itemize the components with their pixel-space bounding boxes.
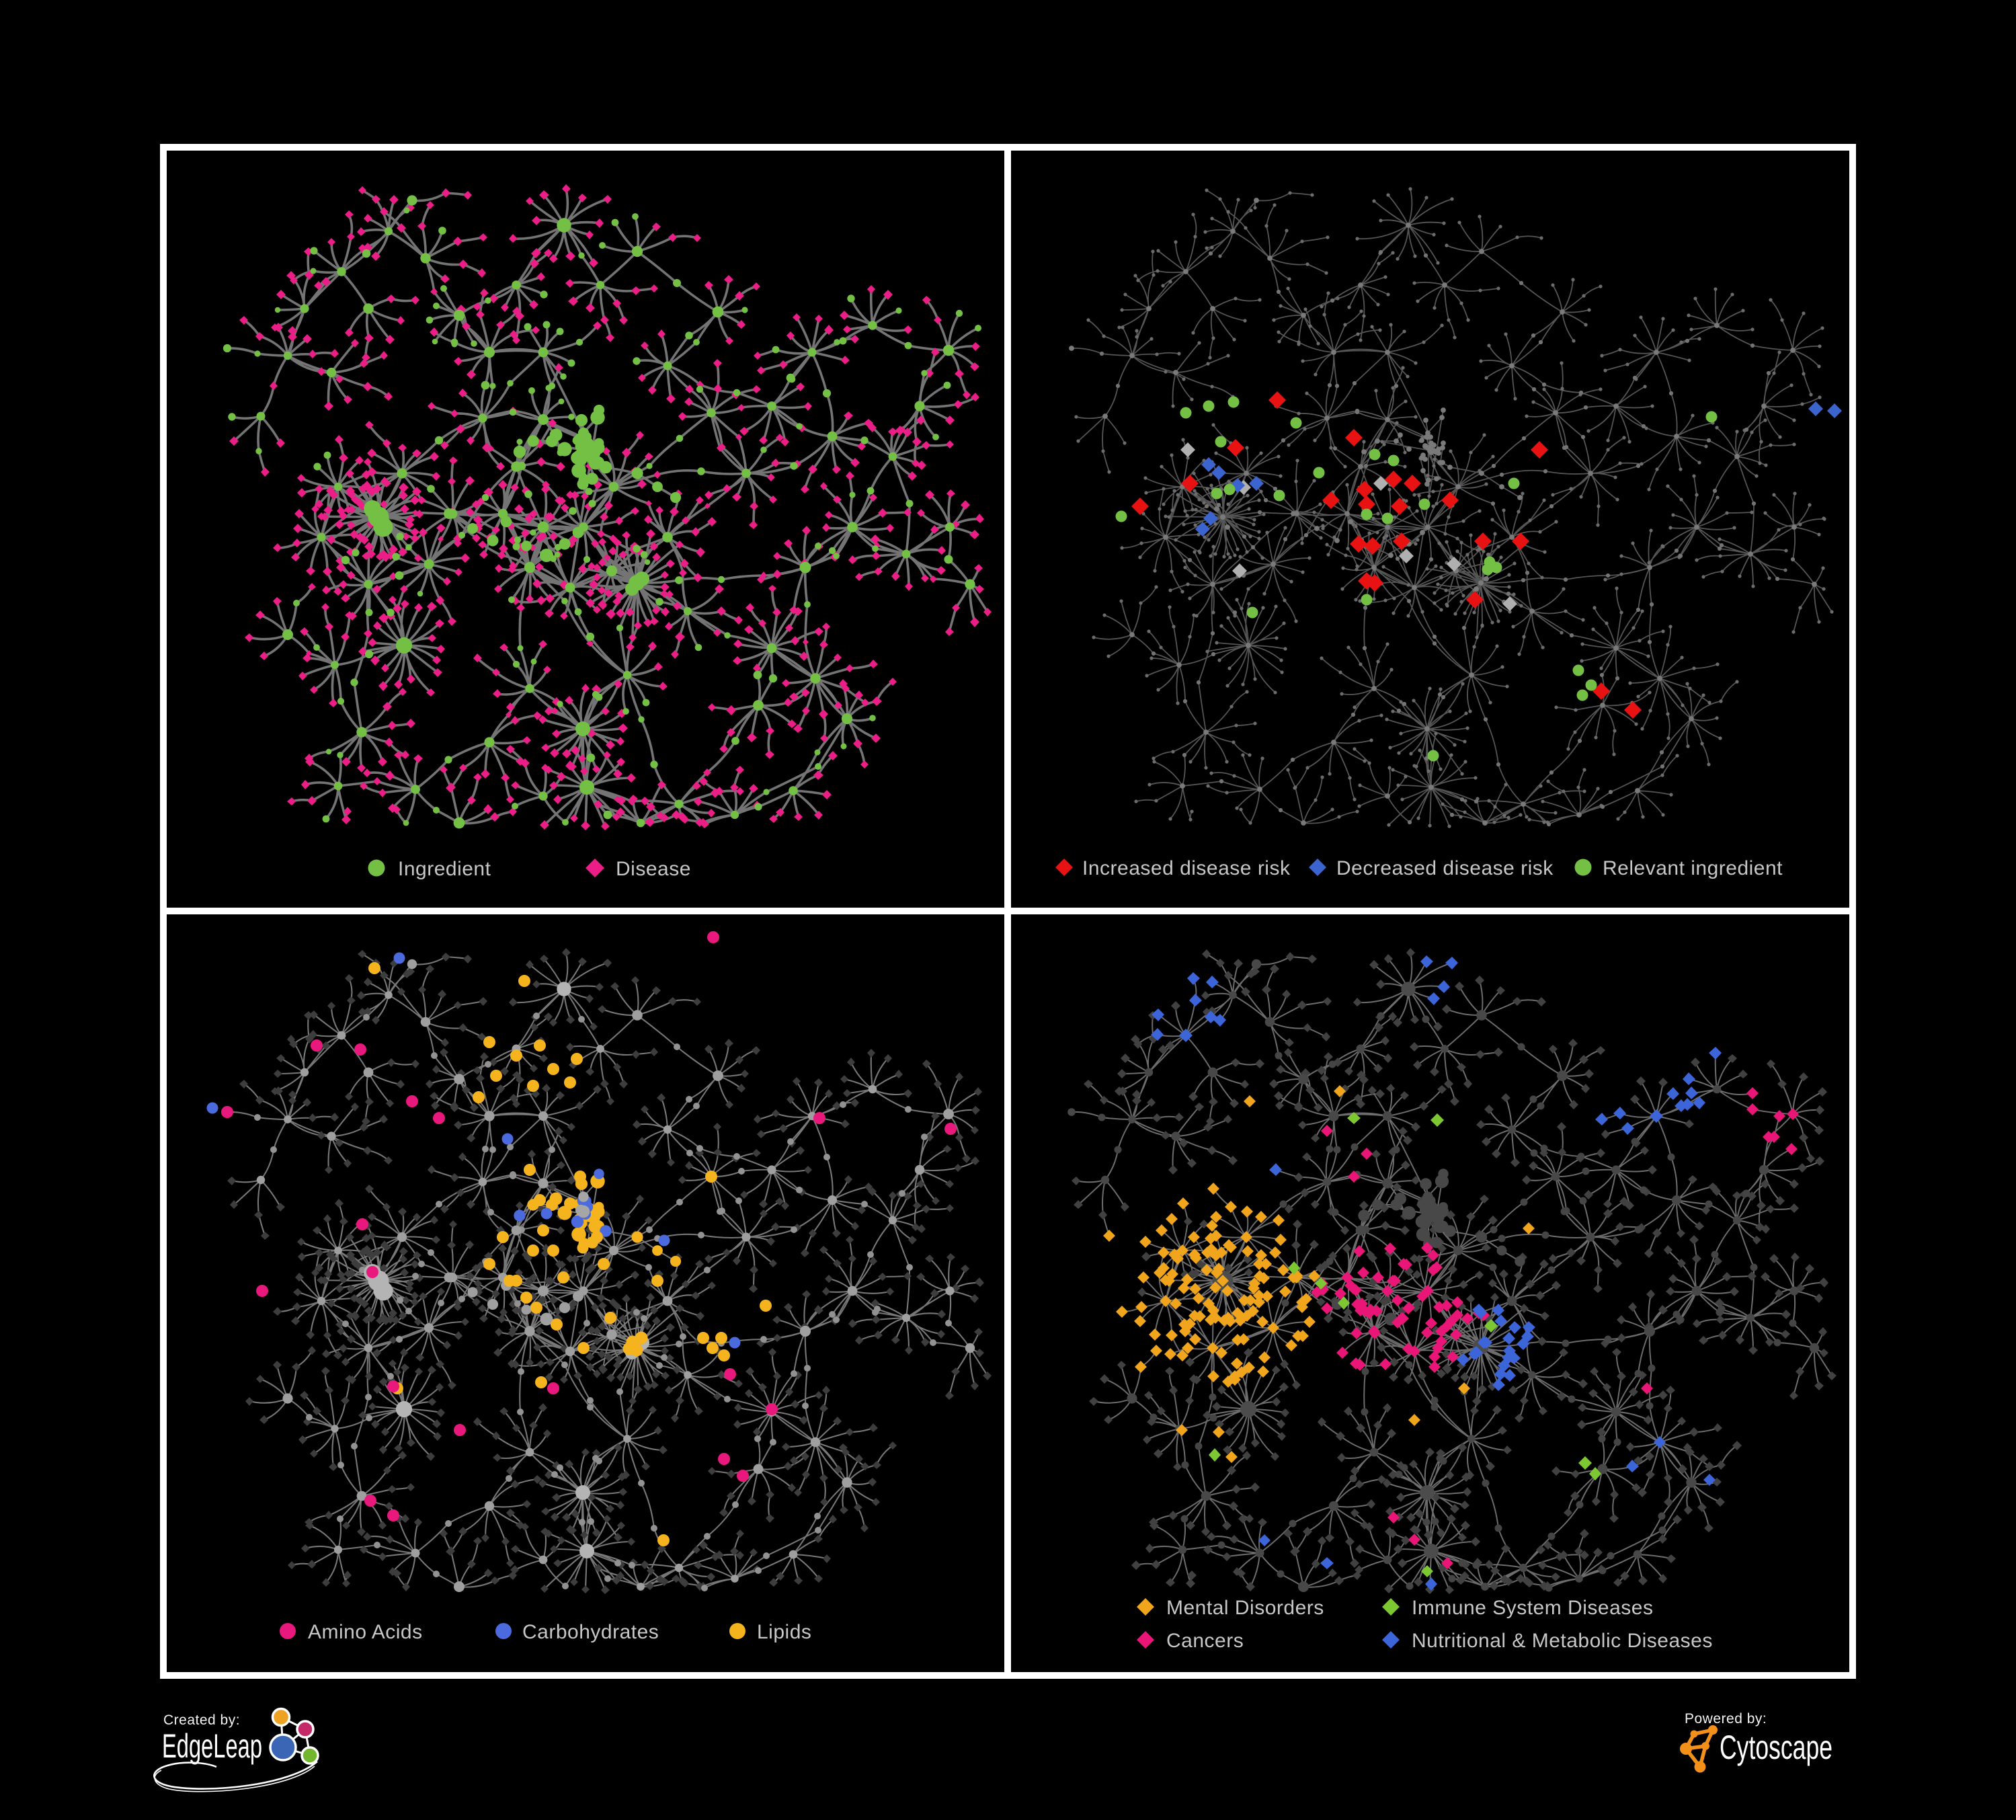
svg-text:Cancers: Cancers xyxy=(1166,1630,1244,1652)
svg-text:Created by:: Created by: xyxy=(163,1712,240,1728)
svg-text:Increased disease risk: Increased disease risk xyxy=(1082,857,1291,879)
svg-text:Decreased disease risk: Decreased disease risk xyxy=(1336,857,1554,879)
svg-text:Amino Acids: Amino Acids xyxy=(308,1621,423,1643)
svg-text:Cytoscape: Cytoscape xyxy=(1720,1729,1832,1766)
svg-text:Powered by:: Powered by: xyxy=(1685,1711,1767,1727)
svg-text:Ingredient: Ingredient xyxy=(398,858,491,880)
svg-text:EdgeLeap: EdgeLeap xyxy=(162,1727,262,1765)
svg-text:Carbohydrates: Carbohydrates xyxy=(522,1621,659,1643)
svg-text:Lipids: Lipids xyxy=(757,1621,811,1643)
svg-text:Disease: Disease xyxy=(616,858,691,880)
svg-text:Immune System Diseases: Immune System Diseases xyxy=(1412,1597,1653,1619)
svg-text:Relevant ingredient: Relevant ingredient xyxy=(1603,857,1783,879)
svg-text:Mental Disorders: Mental Disorders xyxy=(1166,1597,1324,1619)
svg-text:Nutritional & Metabolic Diseas: Nutritional & Metabolic Diseases xyxy=(1412,1630,1713,1652)
